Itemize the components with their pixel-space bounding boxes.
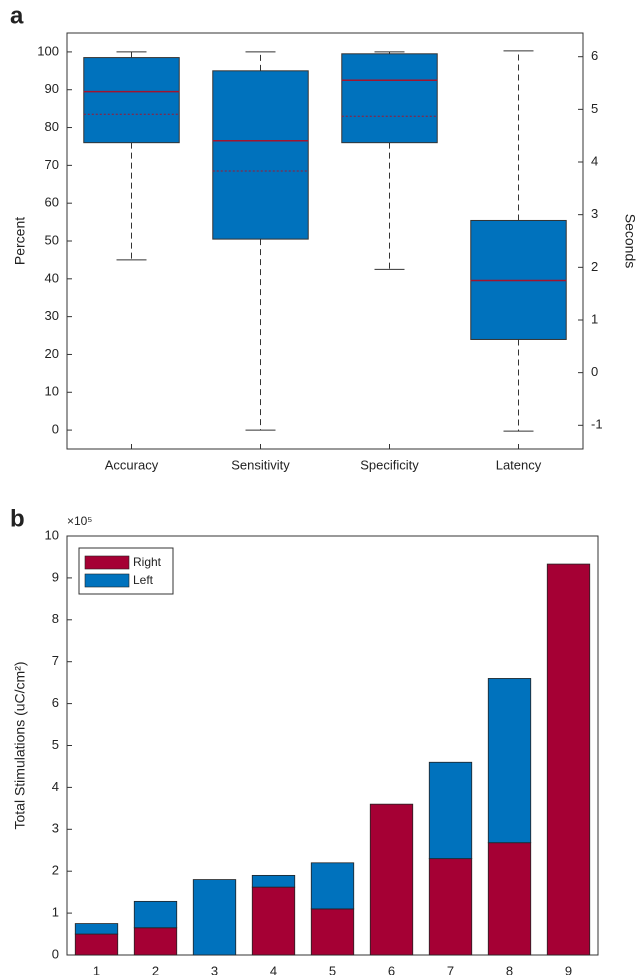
y2-tick-label: 4 [591,153,598,168]
y-tick-label: 80 [45,119,59,134]
y-tick-label: 1 [52,905,59,920]
y2-tick-label: 5 [591,101,598,116]
x-tick-label: Specificity [360,457,419,472]
legend-label: Right [133,555,162,569]
y-axis-label: Total Stimulations (uC/cm²) [12,661,28,829]
panel-label: a [10,2,24,29]
y-tick-label: 70 [45,157,59,172]
y2-tick-label: 0 [591,364,598,379]
x-tick-label: Accuracy [105,457,159,472]
legend-label: Left [133,573,154,587]
x-tick-label: 7 [447,963,454,975]
box [212,70,309,240]
bar-segment [428,858,473,956]
legend-swatch [84,555,130,570]
bar-segment [546,563,591,956]
x-tick-label: 4 [270,963,277,975]
bar-segment [310,908,355,956]
y-tick-label: 60 [45,195,59,210]
y-tick-label: 5 [52,737,59,752]
x-tick-label: 2 [152,963,159,975]
y-tick-label: 7 [52,653,59,668]
y-tick-label: 6 [52,695,59,710]
bar-segment [133,900,178,929]
y2-tick-label: -1 [591,417,603,432]
y-tick-label: 2 [52,863,59,878]
x-tick-label: Sensitivity [231,457,290,472]
y-tick-label: 40 [45,270,59,285]
y-tick-label: 90 [45,81,59,96]
y-tick-label: 20 [45,346,59,361]
y-tick-label: 8 [52,611,59,626]
y-tick-label: 0 [52,422,59,437]
y-tick-label: 3 [52,821,59,836]
y-tick-label: 50 [45,232,59,247]
y2-tick-label: 1 [591,311,598,326]
panel-label: b [10,505,25,532]
y-tick-label: 4 [52,779,59,794]
bar-segment [133,927,178,956]
x-tick-label: 8 [506,963,513,975]
y-tick-label: 10 [45,384,59,399]
bar-segment [74,933,119,956]
bar-segment [251,874,296,888]
bar-segment [487,678,532,844]
bar-segment [251,886,296,956]
bar-segment [428,761,473,860]
x-tick-label: Latency [496,457,542,472]
box [341,53,438,144]
x-tick-label: 6 [388,963,395,975]
bar-segment [192,879,237,956]
y2-tick-label: 3 [591,206,598,221]
x-tick-label: 5 [329,963,336,975]
y-multiplier: ×10⁵ [67,514,92,528]
y-axis-label: Percent [12,217,28,265]
bar-segment [310,862,355,910]
box [83,57,180,144]
y-tick-label: 10 [45,527,59,542]
bar-segment [74,923,119,935]
y-tick-label: 9 [52,569,59,584]
bar-segment [487,842,532,956]
y-tick-label: 30 [45,308,59,323]
y-tick-label: 100 [37,43,59,58]
y-tick-label: 0 [52,946,59,961]
y2-tick-label: 6 [591,48,598,63]
y2-axis-label: Seconds [622,214,638,268]
x-tick-label: 9 [565,963,572,975]
y2-tick-label: 2 [591,259,598,274]
x-tick-label: 1 [93,963,100,975]
x-tick-label: 3 [211,963,218,975]
legend-swatch [84,573,130,588]
bar-segment [369,803,414,956]
